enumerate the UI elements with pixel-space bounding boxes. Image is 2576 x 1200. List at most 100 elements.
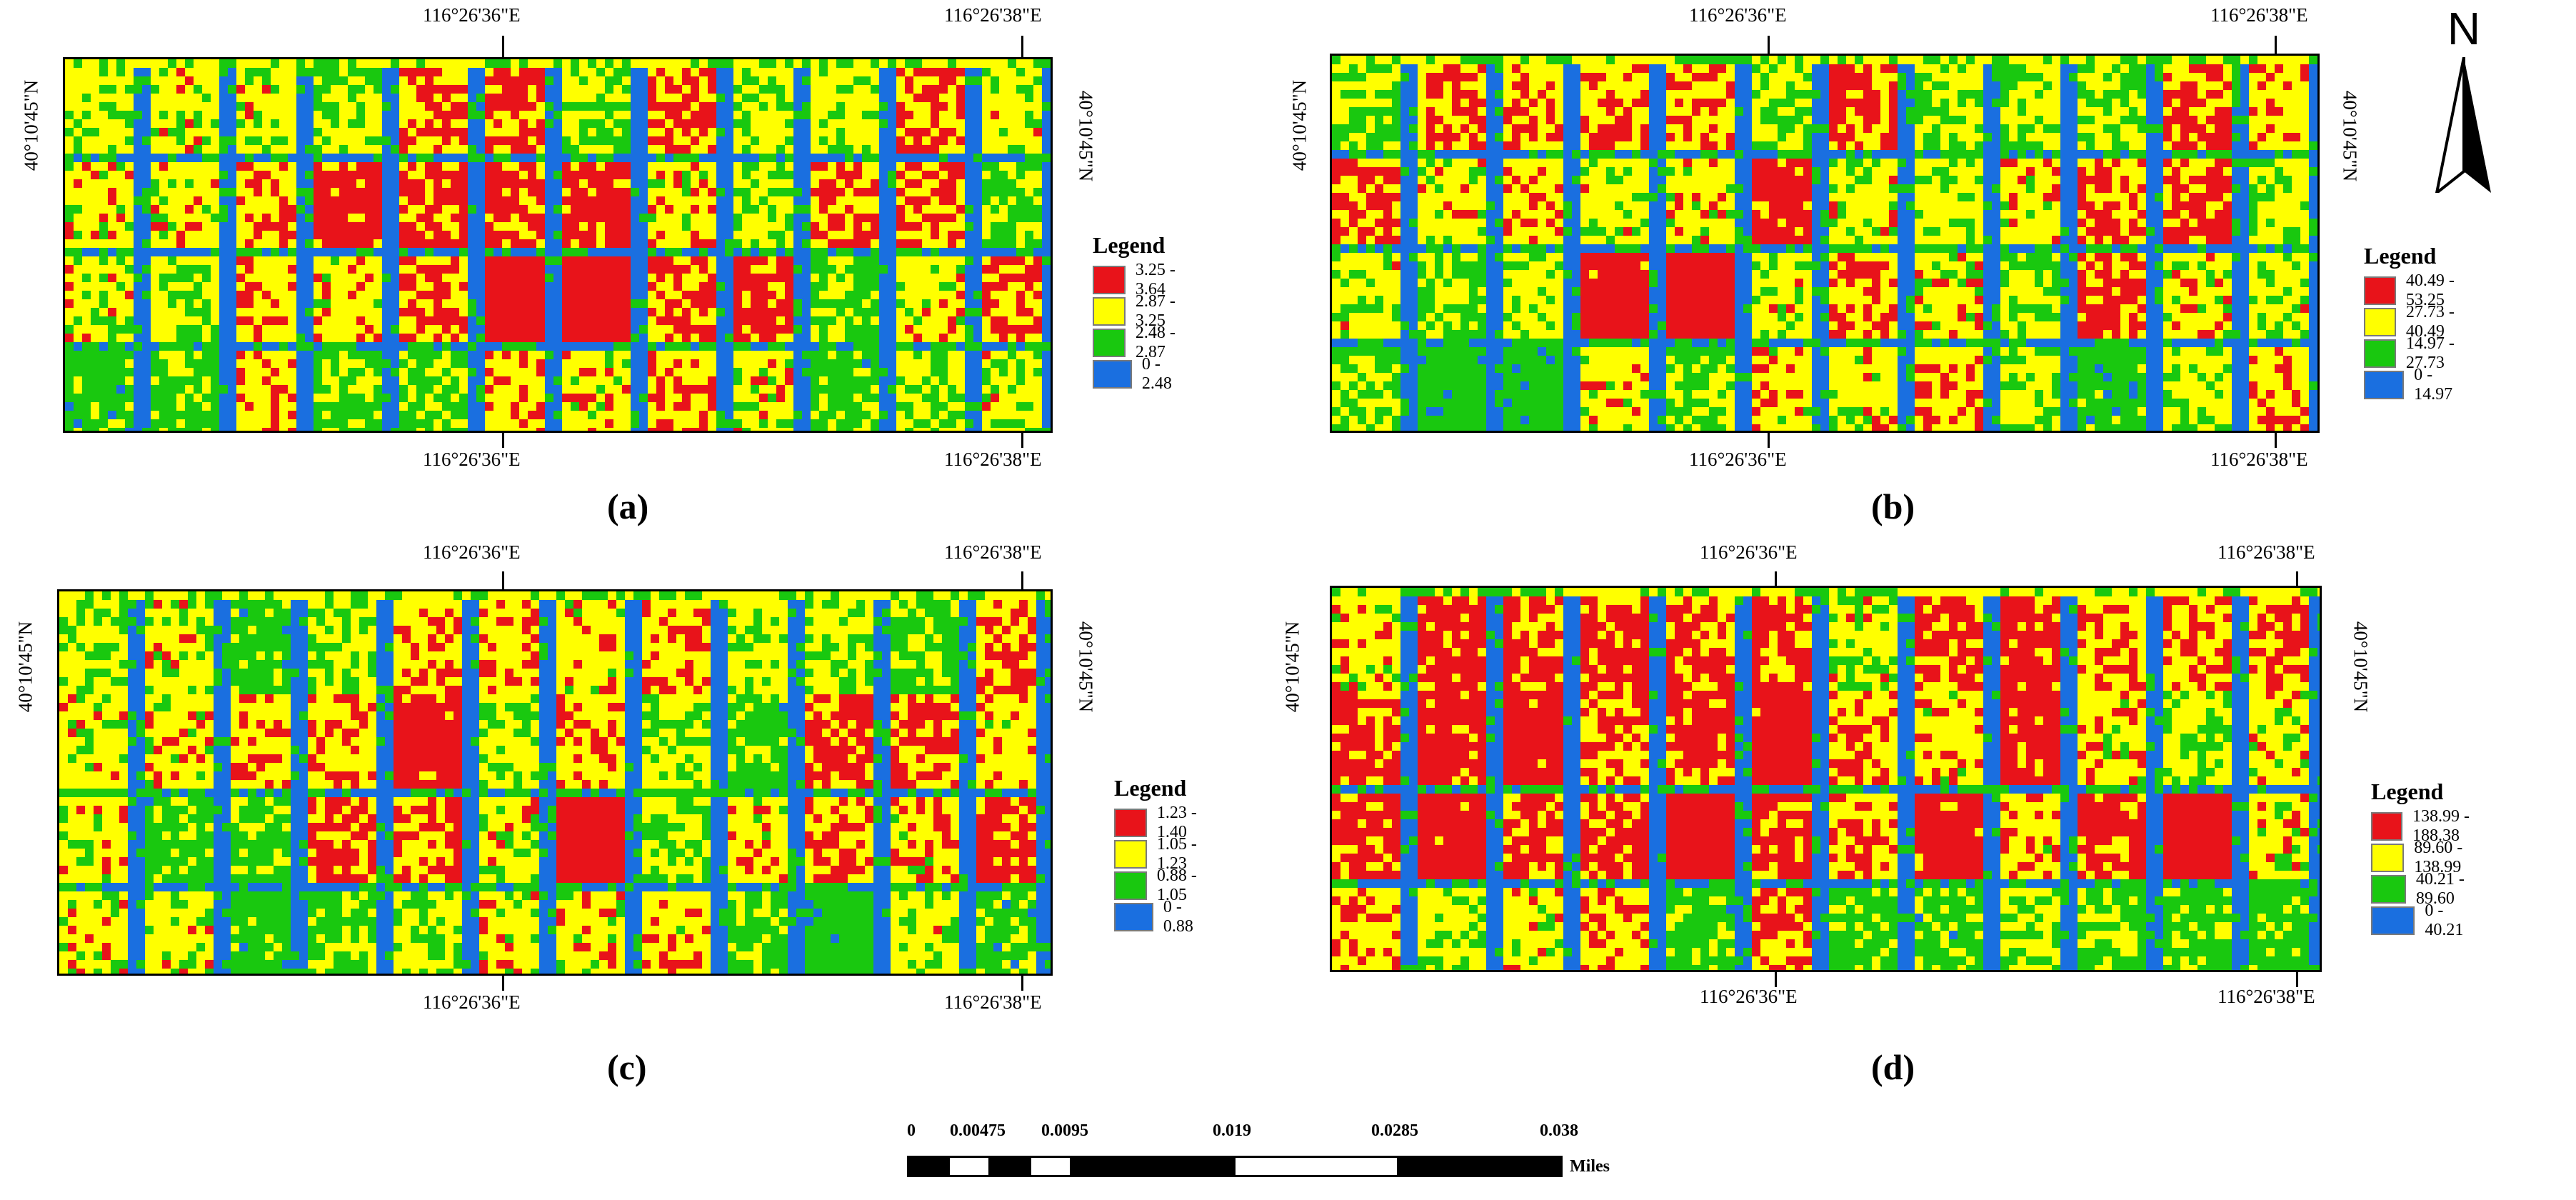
legend-label: 0.88 - 1.05 (1157, 866, 1204, 905)
legend-label: 40.21 - 89.60 (2416, 870, 2478, 909)
legend-b: Legend 40.49 - 53.25 27.73 - 40.49 14.97… (2364, 243, 2462, 404)
top-lon-label-2: 116°26'38"E (944, 4, 1042, 26)
raster-map-d (1330, 586, 2322, 972)
scale-tick-label: 0.0285 (1371, 1121, 1418, 1141)
tick (502, 36, 504, 57)
legend-label: 2.48 - 2.87 (1136, 324, 1183, 362)
bottom-lon-label-2: 116°26'38"E (2217, 986, 2315, 1008)
north-label: N (2435, 0, 2492, 57)
legend-swatch-high (1093, 266, 1126, 294)
right-lat-label: 40°10'45"N (2350, 610, 2372, 724)
top-lon-label-2: 116°26'38"E (944, 541, 1042, 564)
raster-map-a (63, 57, 1053, 433)
top-lon-label-1: 116°26'36"E (1689, 4, 1787, 26)
legend-label: 0 - 14.97 (2414, 366, 2462, 404)
legend-label: 0 - 0.88 (1163, 898, 1204, 936)
scale-segment (948, 1156, 991, 1177)
scale-segment (1397, 1156, 1563, 1177)
legend-swatch-low (2371, 906, 2415, 935)
legend-label: 3.25 - 3.64 (1136, 261, 1183, 299)
scale-unit: Miles (1570, 1157, 1610, 1176)
scale-bar: 0 0.00475 0.0095 0.019 0.0285 0.038 Mile… (907, 1121, 1635, 1186)
legend-swatch-midhigh (2371, 844, 2405, 872)
legend-label: 0 - 40.21 (2425, 901, 2478, 940)
tick (1021, 36, 1023, 57)
north-arrow-icon (2434, 56, 2491, 196)
legend-label: 40.49 - 53.25 (2406, 271, 2462, 310)
top-lon-label-1: 116°26'36"E (423, 4, 521, 26)
tick (1021, 431, 1023, 448)
left-lat-label: 40°10'45"N (1289, 69, 1311, 183)
legend-swatch-high (2371, 812, 2402, 841)
top-lon-label-1: 116°26'36"E (1700, 541, 1798, 564)
tick (2296, 970, 2298, 987)
legend-title: Legend (1093, 232, 1183, 259)
raster-cells (1332, 56, 2317, 431)
raster-map-b (1330, 54, 2320, 433)
tick (2275, 431, 2277, 448)
scale-tick-label: 0 (907, 1121, 916, 1141)
legend-d: Legend 138.99 - 188.38 89.60 - 138.99 40… (2371, 779, 2478, 939)
scale-tick-label: 0.0095 (1041, 1121, 1088, 1141)
bottom-lon-label-1: 116°26'36"E (423, 449, 521, 471)
legend-swatch-low (1093, 360, 1132, 389)
legend-swatch-high (2364, 276, 2396, 305)
legend-title: Legend (2371, 779, 2478, 805)
legend-swatch-low (2364, 371, 2405, 399)
tick (502, 571, 504, 589)
tick (2296, 571, 2298, 587)
raster-map-c (57, 589, 1053, 976)
caption-b: (b) (1871, 486, 1915, 527)
legend-label: 89.60 - 138.99 (2414, 839, 2478, 877)
tick (502, 431, 504, 448)
legend-swatch-low (1114, 903, 1153, 931)
bottom-lon-label-1: 116°26'36"E (1700, 986, 1798, 1008)
bottom-lon-label-2: 116°26'38"E (2210, 449, 2308, 471)
legend-swatch-midlow (2371, 875, 2406, 904)
raster-cells (65, 59, 1051, 431)
legend-label: 138.99 - 188.38 (2412, 807, 2478, 846)
left-lat-label: 40°10'45"N (15, 610, 37, 724)
caption-a: (a) (607, 486, 648, 527)
tick (1775, 571, 1777, 587)
legend-swatch-midhigh (1114, 840, 1147, 869)
legend-title: Legend (2364, 243, 2462, 269)
bottom-lon-label-2: 116°26'38"E (944, 449, 1042, 471)
tick (1768, 431, 1770, 448)
legend-label: 27.73 - 40.49 (2406, 303, 2462, 341)
legend-swatch-midlow (1114, 871, 1147, 900)
raster-cells (59, 591, 1051, 974)
tick (2275, 36, 2277, 54)
legend-c: Legend 1.23 - 1.40 1.05 - 1.23 0.88 - 1.… (1114, 775, 1204, 936)
tick (1775, 970, 1777, 987)
legend-label: 0 - 2.48 (1142, 355, 1183, 394)
legend-label: 2.87 - 3.25 (1136, 292, 1183, 331)
scale-tick-label: 0.00475 (950, 1121, 1006, 1141)
scale-segment (907, 1156, 950, 1177)
tick (502, 974, 504, 991)
legend-swatch-midhigh (2364, 308, 2396, 336)
scale-segment (988, 1156, 1031, 1177)
legend-swatch-midlow (2364, 339, 2396, 368)
scale-segment (1029, 1156, 1072, 1177)
left-lat-label: 40°10'45"N (21, 69, 43, 183)
bottom-lon-label-2: 116°26'38"E (944, 991, 1042, 1014)
raster-cells (1332, 588, 2320, 970)
top-lon-label-1: 116°26'36"E (423, 541, 521, 564)
legend-swatch-high (1114, 809, 1147, 837)
top-lon-label-2: 116°26'38"E (2217, 541, 2315, 564)
scale-segment (1233, 1156, 1399, 1177)
bottom-lon-label-1: 116°26'36"E (1689, 449, 1787, 471)
legend-label: 1.05 - 1.23 (1157, 835, 1204, 874)
caption-c: (c) (607, 1046, 647, 1088)
right-lat-label: 40°10'45"N (1075, 610, 1097, 724)
caption-d: (d) (1871, 1046, 1915, 1088)
legend-a: Legend 3.25 - 3.64 2.87 - 3.25 2.48 - 2.… (1093, 232, 1183, 393)
left-lat-label: 40°10'45"N (1282, 610, 1304, 724)
scale-tick-label: 0.038 (1540, 1121, 1578, 1141)
tick (1021, 974, 1023, 991)
scale-tick-label: 0.019 (1213, 1121, 1251, 1141)
legend-swatch-midhigh (1093, 297, 1126, 326)
legend-label: 14.97 - 27.73 (2406, 334, 2462, 373)
tick (1768, 36, 1770, 54)
